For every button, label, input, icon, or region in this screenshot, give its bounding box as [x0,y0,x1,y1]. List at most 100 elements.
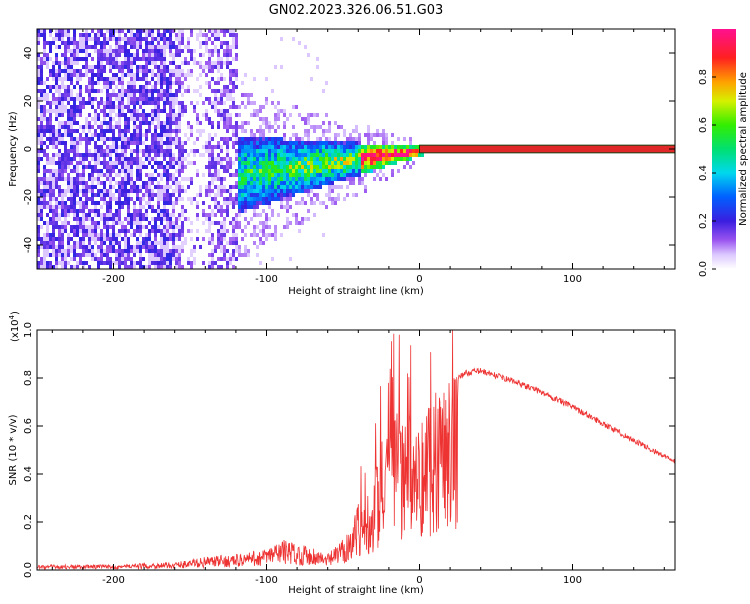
spectrogram-cell [88,125,91,129]
spectrogram-cell [271,145,274,149]
spectrogram-cell [160,253,163,257]
spectrogram-cell [100,57,103,61]
spectrogram-cell [142,93,145,97]
spectrogram-cell [163,233,166,237]
spectrogram-cell [310,201,313,205]
spectrogram-cell [163,257,166,261]
spectrogram-cell [124,257,127,261]
spectrogram-cell [193,161,196,165]
spectrogram-cell [67,189,70,193]
spectrogram-cell [67,93,70,97]
spectrogram-cell [103,157,106,161]
spectrogram-cell [406,149,409,153]
spectrogram-cell [73,41,76,45]
spectrogram-cell [193,109,196,113]
spectrogram-cell [274,153,277,157]
spectrogram-cell [85,229,88,233]
spectrogram-cell [247,121,250,125]
spectrogram-cell [259,165,262,169]
spectrogram-cell [61,169,64,173]
spectrogram-cell [154,105,157,109]
spectrogram-cell [208,229,211,233]
spectrogram-cell [148,265,151,269]
spectrogram-cell [103,101,106,105]
spectrogram-cell [121,225,124,229]
spectrogram-cell [292,145,295,149]
spectrogram-cell [361,157,364,161]
spectrogram-cell [91,221,94,225]
spectrogram-cell [259,153,262,157]
spectrogram-cell [178,49,181,53]
spectrogram-cell [73,45,76,49]
spectrogram-cell [145,241,148,245]
spectrogram-cell [226,161,229,165]
spectrogram-cell [181,225,184,229]
spectrogram-cell [244,165,247,169]
spectrogram-cell [157,89,160,93]
spectrogram-cell [142,193,145,197]
spectrogram-cell [52,241,55,245]
spectrogram-cell [100,73,103,77]
spectrogram-cell [103,77,106,81]
spectrogram-cell [139,65,142,69]
spectrogram-cell [274,113,277,117]
spectrogram-cell [259,185,262,189]
spectrogram-cell [163,37,166,41]
spectrogram-cell [76,45,79,49]
spectrogram-cell [103,81,106,85]
spectrogram-cell [40,209,43,213]
spectrogram-cell [286,189,289,193]
spectrogram-cell [217,209,220,213]
spectrogram-cell [220,89,223,93]
spectrogram-cell [157,213,160,217]
spectrogram-cell [91,157,94,161]
spectrogram-cell [265,117,268,121]
spectrogram-cell [100,29,103,33]
spectrogram-cell [166,141,169,145]
spectrogram-cell [343,129,346,133]
spectrogram-cell [205,229,208,233]
spectrogram-cell [109,193,112,197]
spectrogram-cell [133,121,136,125]
spectrogram-cell [76,97,79,101]
spectrogram-cell [136,65,139,69]
spectrogram-cell [370,169,373,173]
spectrogram-cell [79,225,82,229]
spectrogram-cell [46,185,49,189]
spectrogram-cell [337,173,340,177]
spectrogram-cell [37,265,40,269]
spectrogram-cell [94,41,97,45]
spectrogram-cell [82,37,85,41]
spectrogram-cell [205,117,208,121]
spectrogram-cell [172,101,175,105]
spectrogram-cell [139,261,142,265]
spectrogram-cell [178,169,181,173]
spectrogram-cell [181,153,184,157]
spectrogram-cell [208,253,211,257]
spectrogram-cell [67,181,70,185]
spectrogram-cell [148,253,151,257]
spectrogram-cell [169,137,172,141]
spectrogram-cell [295,189,298,193]
y-tick-label: -40 [23,237,34,253]
spectrogram-cell [127,189,130,193]
spectrogram-cell [151,229,154,233]
spectrogram-cell [151,245,154,249]
spectrogram-cell [328,141,331,145]
spectrogram-cell [139,97,142,101]
spectrogram-cell [202,129,205,133]
spectrogram-cell [337,133,340,137]
spectrogram-cell [388,145,391,149]
spectrogram-cell [151,33,154,37]
spectrogram-cell [256,201,259,205]
spectrogram-cell [82,57,85,61]
spectrogram-cell [154,117,157,121]
spectrogram-cell [199,73,202,77]
spectrogram-cell [124,153,127,157]
spectrogram-cell [217,53,220,57]
spectrogram-cell [217,193,220,197]
spectrogram-cell [49,237,52,241]
spectrogram-cell [304,117,307,121]
spectrogram-cell [265,237,268,241]
